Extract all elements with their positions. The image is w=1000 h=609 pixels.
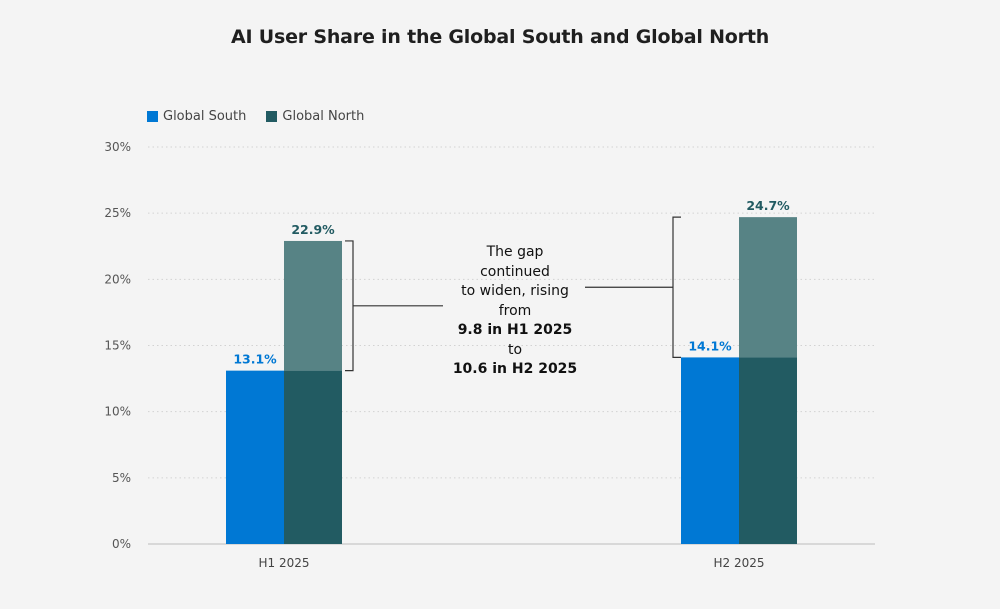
- chart-title: AI User Share in the Global South and Gl…: [230, 26, 770, 48]
- legend-item-global-south[interactable]: Global South: [147, 109, 246, 124]
- gap-bracket-h1: [345, 240, 354, 372]
- data-label-global-north: 24.7%: [746, 198, 790, 213]
- y-tick-label: 30%: [104, 140, 131, 154]
- x-tick-label: H2 2025: [713, 556, 764, 570]
- legend-label: Global South: [163, 109, 247, 124]
- bar-global-north-gap: [739, 217, 797, 358]
- y-tick-label: 20%: [104, 272, 131, 286]
- y-tick-label: 25%: [104, 206, 131, 220]
- y-tick-label: 10%: [104, 405, 131, 419]
- annotation-line: to: [507, 341, 523, 358]
- annotation-line: continued: [480, 263, 550, 280]
- gap-annotation: The gap continued to widen, rising from …: [430, 243, 600, 380]
- annotation-bold-h2: 10.6 in H2 2025: [452, 361, 578, 377]
- bar-global-north-gap: [284, 240, 342, 371]
- bar-global-south: [681, 357, 739, 544]
- annotation-bold-h1: 9.8 in H1 2025: [457, 322, 573, 338]
- gap-bracket-h2: [672, 216, 681, 359]
- legend-swatch-global-south: [147, 111, 158, 122]
- annotation-line: from: [498, 302, 532, 319]
- bar-global-south: [226, 370, 284, 544]
- legend-label: Global North: [282, 109, 365, 124]
- data-label-global-north: 22.9%: [291, 222, 335, 237]
- annotation-line: to widen, rising: [461, 283, 569, 299]
- legend-item-global-north[interactable]: Global North: [266, 109, 364, 124]
- bar-global-north: [284, 370, 342, 544]
- y-tick-label: 0%: [112, 537, 131, 551]
- annotation-line: The gap: [486, 244, 544, 260]
- y-tick-label: 5%: [112, 471, 131, 485]
- data-label-global-south: 13.1%: [233, 352, 277, 367]
- data-label-global-south: 14.1%: [688, 338, 732, 353]
- x-tick-label: H1 2025: [258, 556, 309, 570]
- bar-global-north: [739, 357, 797, 544]
- legend: Global South Global North: [147, 109, 364, 124]
- legend-swatch-global-north: [266, 111, 278, 122]
- y-tick-label: 15%: [104, 339, 131, 353]
